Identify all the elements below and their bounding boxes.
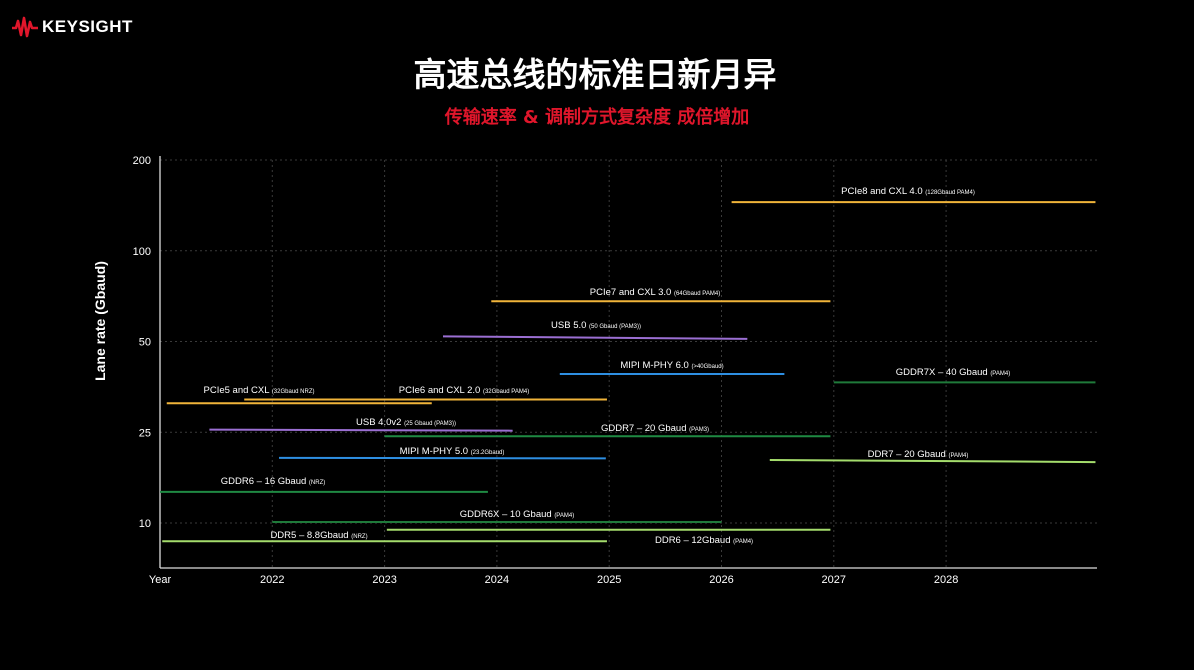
series-label: DDR7 – 20 Gbaud (PAM4): [868, 449, 969, 460]
series-label: GDDR7 – 20 Gbaud (PAM3): [601, 423, 709, 434]
series-label: USB 5.0 (50 Gbaud (PAM3)): [551, 320, 641, 331]
series-label: PCIe5 and CXL (32Gbaud NRZ): [204, 385, 315, 396]
series-name: GDDR6X – 10 Gbaud: [460, 509, 555, 520]
series-label: MIPI M-PHY 5.0 (23.2Gbaud): [400, 446, 505, 457]
series-note: (64Gbaud PAM4): [674, 291, 720, 297]
series-note: (NRZ): [351, 534, 367, 540]
series-line: [769, 458, 1096, 464]
series-name: PCIe7 and CXL 3.0: [590, 287, 674, 298]
series-name: GDDR7 – 20 Gbaud: [601, 423, 689, 434]
series-note: (32Gbaud PAM4): [483, 389, 529, 395]
series-label: USB 4.0v2 (25 Gbaud (PAM3)): [356, 417, 456, 428]
series-note: (>40Gbaud): [691, 364, 723, 370]
page-title: 高速总线的标准日新月异: [413, 55, 777, 94]
x-tick-label: 2023: [372, 574, 396, 586]
y-tick-label: 100: [133, 246, 151, 258]
series-line: [279, 456, 606, 460]
series-note: (PAM3): [689, 427, 709, 433]
series-name: DDR6 – 12Gbaud: [655, 535, 733, 546]
y-tick-label: 10: [139, 518, 151, 530]
series-line: [209, 428, 513, 432]
series-label: GDDR7X – 40 Gbaud (PAM4): [896, 367, 1010, 378]
series-note: (32Gbaud NRZ): [272, 389, 315, 395]
series-name: USB 4.0v2: [356, 417, 404, 428]
series-label: PCIe7 and CXL 3.0 (64Gbaud PAM4): [590, 287, 720, 298]
series-label: PCIe6 and CXL 2.0 (32Gbaud PAM4): [399, 385, 529, 396]
series-name: PCIe6 and CXL 2.0: [399, 385, 483, 396]
series-note: (PAM4): [554, 513, 574, 519]
keysight-logo: KEYSIGHT: [12, 16, 133, 38]
page-subtitle: 传输速率 & 调制方式复杂度 成倍增加: [444, 107, 750, 128]
series-name: PCIe5 and CXL: [204, 385, 272, 396]
x-tick-label: 2025: [597, 574, 621, 586]
series-name: GDDR7X – 40 Gbaud: [896, 367, 991, 378]
x-tick-label: 2026: [709, 574, 733, 586]
series-label: DDR6 – 12Gbaud (PAM4): [655, 535, 753, 546]
x-tick-label: 2027: [822, 574, 846, 586]
series-name: USB 5.0: [551, 320, 589, 331]
y-tick-label: 25: [139, 427, 151, 439]
y-tick-label: 200: [133, 155, 151, 167]
series-note: (128Gbaud PAM4): [925, 190, 975, 196]
series-name: MIPI M-PHY 6.0: [620, 360, 691, 371]
series-name: MIPI M-PHY 5.0: [400, 446, 471, 457]
series-note: (23.2Gbaud): [471, 450, 505, 456]
series-name: PCIe8 and CXL 4.0: [841, 186, 925, 197]
series-note: (PAM4): [948, 453, 968, 459]
logo-text: KEYSIGHT: [42, 17, 133, 36]
series-label: MIPI M-PHY 6.0 (>40Gbaud): [620, 360, 723, 371]
x-tick-label: 2022: [260, 574, 284, 586]
keysight-wave-icon: [12, 16, 38, 38]
series-label: DDR5 – 8.8Gbaud (NRZ): [270, 530, 367, 541]
y-tick-label: 50: [139, 337, 151, 349]
x-tick-label: 2028: [934, 574, 958, 586]
series-note: (NRZ): [309, 480, 325, 486]
series-note: (25 Gbaud (PAM3)): [404, 421, 456, 427]
series-label: GDDR6X – 10 Gbaud (PAM4): [460, 509, 574, 520]
series-label: PCIe8 and CXL 4.0 (128Gbaud PAM4): [841, 186, 975, 197]
series-note: (50 Gbaud (PAM3)): [589, 324, 641, 330]
series-note: (PAM4): [990, 371, 1010, 377]
series-label: GDDR6 – 16 Gbaud (NRZ): [221, 476, 326, 487]
series-name: GDDR6 – 16 Gbaud: [221, 476, 309, 487]
series-note: (PAM4): [733, 539, 753, 545]
x-tick-label: Year: [149, 574, 172, 586]
series-name: DDR5 – 8.8Gbaud: [270, 530, 351, 541]
x-tick-label: 2024: [485, 574, 509, 586]
series-name: DDR7 – 20 Gbaud: [868, 449, 949, 460]
series-line: [442, 335, 748, 340]
